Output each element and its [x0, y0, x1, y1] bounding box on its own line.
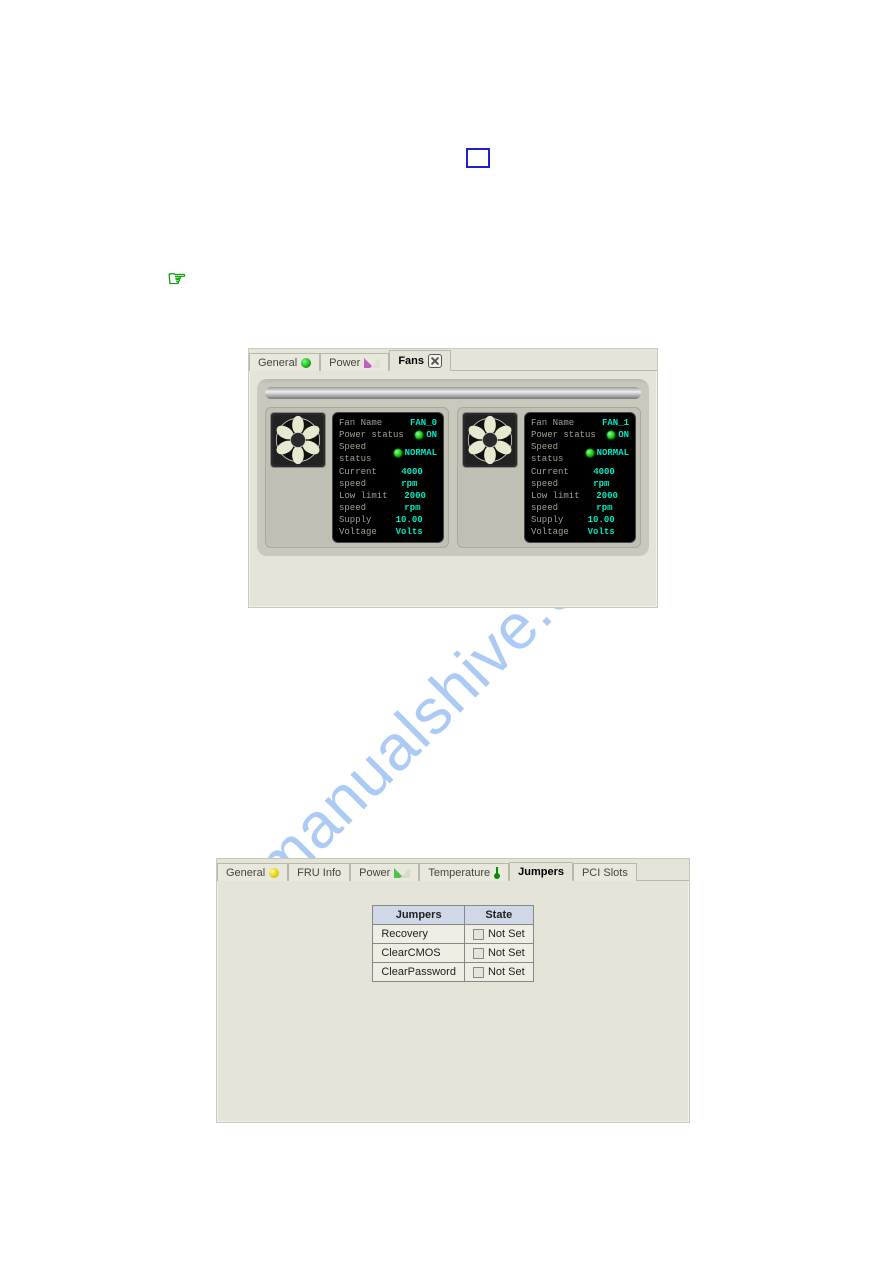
lcd-label: Low limit speed: [339, 490, 400, 514]
lcd-value: 4000 rpm: [401, 466, 437, 490]
page-box: [466, 148, 490, 168]
table-row: Recovery Not Set: [373, 925, 533, 944]
tab-pci-slots[interactable]: PCI Slots: [573, 863, 637, 881]
fan-unit-0: Fan Name FAN_0 Power status ON Speed statu…: [265, 407, 449, 548]
jumper-name: ClearCMOS: [373, 944, 465, 963]
lcd-value: FAN_0: [410, 417, 437, 429]
tab-general[interactable]: General: [249, 353, 320, 371]
fan-icon: [462, 412, 518, 468]
jumper-name: Recovery: [373, 925, 465, 944]
fan-lcd-1: Fan Name FAN_1 Power status ON Speed statu…: [524, 412, 636, 543]
tab-label: Temperature: [428, 867, 490, 879]
lcd-value: NORMAL: [597, 447, 629, 459]
state-square-icon: [473, 967, 484, 978]
lcd-value: ON: [426, 429, 437, 441]
fan-icon: [270, 412, 326, 468]
thermometer-icon: [494, 867, 500, 879]
tab-label: General: [258, 357, 297, 369]
tab-power[interactable]: Power: [320, 353, 389, 371]
state-square-icon: [473, 948, 484, 959]
tab-label: Fans: [398, 355, 424, 367]
led-green-icon: [607, 431, 615, 439]
fans-panel: General Power Fans: [248, 348, 658, 608]
lcd-value: 4000 rpm: [593, 466, 629, 490]
jumper-state-cell: Not Set: [464, 944, 533, 963]
lcd-label: Power status: [531, 429, 596, 441]
lcd-label: Speed status: [531, 441, 582, 465]
tab-label: Jumpers: [518, 866, 564, 878]
fan-unit-1: Fan Name FAN_1 Power status ON Speed statu…: [457, 407, 641, 548]
fan-units: Fan Name FAN_0 Power status ON Speed statu…: [265, 407, 641, 548]
top-rail: [265, 387, 641, 399]
lcd-value: 10.00 Volts: [588, 514, 629, 538]
th-jumpers: Jumpers: [373, 906, 465, 925]
lcd-label: Speed status: [339, 441, 390, 465]
lcd-value: NORMAL: [405, 447, 437, 459]
jumper-state: Not Set: [488, 966, 525, 978]
lcd-value: FAN_1: [602, 417, 629, 429]
table-row: ClearPassword Not Set: [373, 963, 533, 982]
led-green-icon: [394, 449, 402, 457]
tab-general[interactable]: General: [217, 863, 288, 881]
state-square-icon: [473, 929, 484, 940]
tab-fru-info[interactable]: FRU Info: [288, 863, 350, 881]
tab-label: FRU Info: [297, 867, 341, 879]
led-green-icon: [586, 449, 594, 457]
tab-fans[interactable]: Fans: [389, 350, 451, 371]
tab-jumpers[interactable]: Jumpers: [509, 862, 573, 881]
lcd-label: Current speed: [531, 466, 589, 490]
pointing-hand-icon: ☞: [167, 266, 187, 292]
jumpers-panel: General FRU Info Power Temperature Jumpe…: [216, 858, 690, 1123]
fan-tab-icon: [428, 354, 442, 368]
lcd-label: Fan Name: [339, 417, 382, 429]
dot-yellow-icon: [269, 868, 279, 878]
lcd-value: 2000 rpm: [596, 490, 629, 514]
tab-power[interactable]: Power: [350, 863, 419, 881]
fan-lcd-0: Fan Name FAN_0 Power status ON Speed statu…: [332, 412, 444, 543]
lcd-label: Low limit speed: [531, 490, 592, 514]
th-state: State: [464, 906, 533, 925]
tab-temperature[interactable]: Temperature: [419, 863, 509, 881]
fans-tabstrip: General Power Fans: [249, 349, 657, 371]
lcd-value: ON: [618, 429, 629, 441]
jumper-state-cell: Not Set: [464, 963, 533, 982]
jumpers-tabstrip: General FRU Info Power Temperature Jumpe…: [217, 859, 689, 881]
lcd-value: 10.00 Volts: [396, 514, 437, 538]
tab-label: Power: [359, 867, 390, 879]
jumper-state: Not Set: [488, 928, 525, 940]
jumpers-body: Jumpers State Recovery Not Set ClearCMOS: [217, 881, 689, 982]
tab-label: Power: [329, 357, 360, 369]
jumpers-table: Jumpers State Recovery Not Set ClearCMOS: [372, 905, 533, 982]
tab-label: General: [226, 867, 265, 879]
lcd-label: Supply Voltage: [531, 514, 584, 538]
power-triangle-icon: [394, 868, 410, 878]
jumper-name: ClearPassword: [373, 963, 465, 982]
led-green-icon: [415, 431, 423, 439]
fans-body: Fan Name FAN_0 Power status ON Speed statu…: [257, 379, 649, 556]
lcd-label: Supply Voltage: [339, 514, 392, 538]
lcd-value: 2000 rpm: [404, 490, 437, 514]
lcd-label: Power status: [339, 429, 404, 441]
power-triangle-icon: [364, 358, 380, 368]
table-row: ClearCMOS Not Set: [373, 944, 533, 963]
jumper-state-cell: Not Set: [464, 925, 533, 944]
dot-green-icon: [301, 358, 311, 368]
jumper-state: Not Set: [488, 947, 525, 959]
lcd-label: Fan Name: [531, 417, 574, 429]
tab-label: PCI Slots: [582, 867, 628, 879]
lcd-label: Current speed: [339, 466, 397, 490]
